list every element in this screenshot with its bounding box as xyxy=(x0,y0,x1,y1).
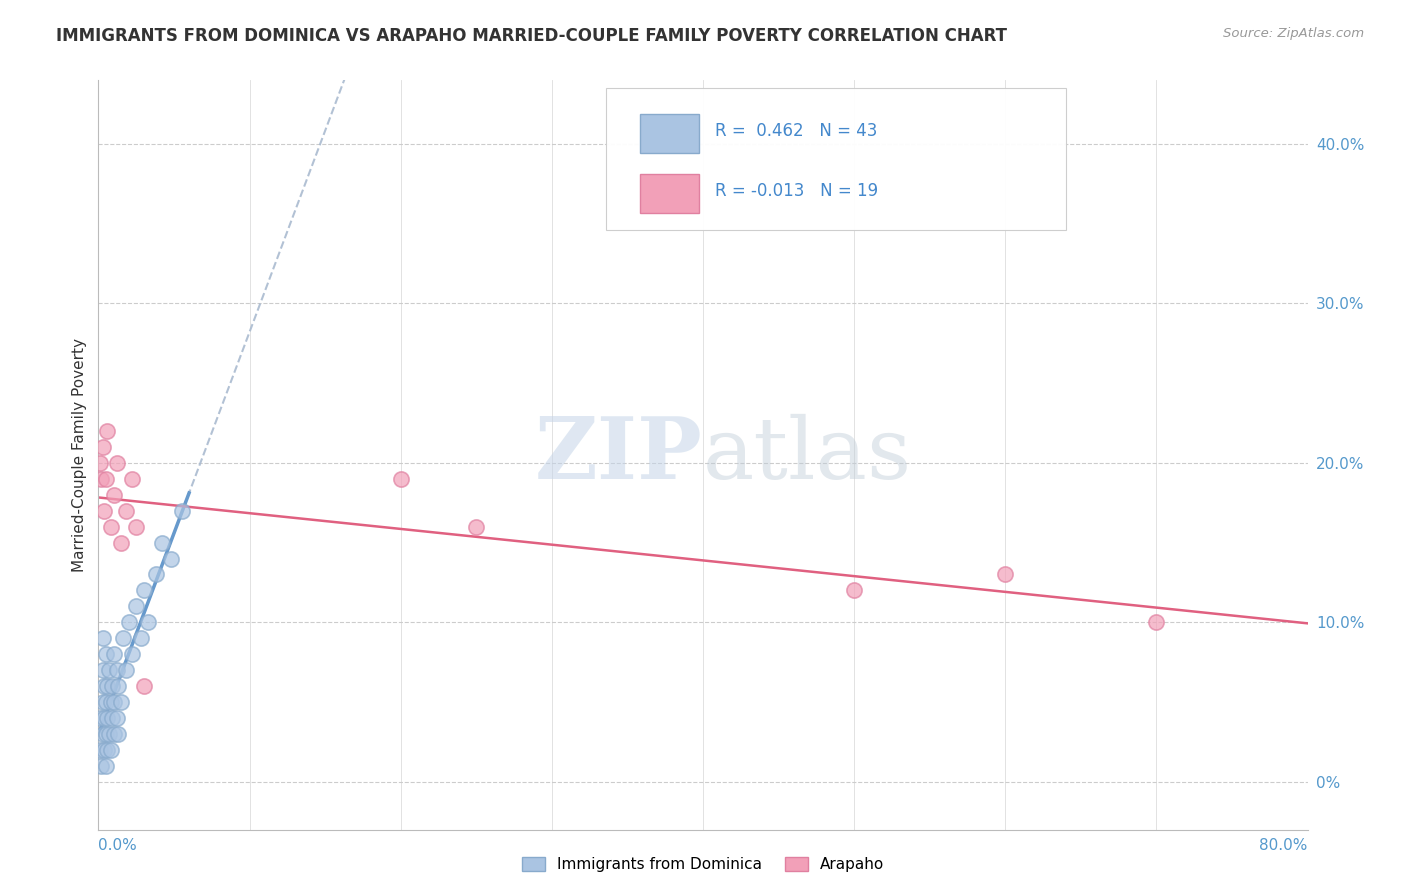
Point xyxy=(121,647,143,661)
Point xyxy=(136,615,159,630)
Point xyxy=(129,632,152,646)
Point xyxy=(465,519,488,533)
Point xyxy=(91,663,114,677)
Text: ZIP: ZIP xyxy=(536,413,703,497)
Point xyxy=(93,504,115,518)
Point xyxy=(125,599,148,614)
FancyBboxPatch shape xyxy=(640,114,699,153)
Point xyxy=(125,519,148,533)
Point xyxy=(94,647,117,661)
Text: IMMIGRANTS FROM DOMINICA VS ARAPAHO MARRIED-COUPLE FAMILY POVERTY CORRELATION CH: IMMIGRANTS FROM DOMINICA VS ARAPAHO MARR… xyxy=(56,27,1007,45)
Text: R =  0.462   N = 43: R = 0.462 N = 43 xyxy=(716,122,877,140)
Legend: Immigrants from Dominica, Arapaho: Immigrants from Dominica, Arapaho xyxy=(515,849,891,880)
Text: 0.0%: 0.0% xyxy=(98,838,138,853)
Text: 80.0%: 80.0% xyxy=(1260,838,1308,853)
Point xyxy=(132,679,155,693)
Point xyxy=(94,727,117,741)
Point xyxy=(105,456,128,470)
Point xyxy=(110,535,132,549)
Point xyxy=(98,727,121,741)
Point xyxy=(114,504,136,518)
Point xyxy=(389,472,412,486)
Point xyxy=(103,488,125,502)
Point xyxy=(1144,615,1167,630)
Point xyxy=(100,519,122,533)
Text: R = -0.013   N = 19: R = -0.013 N = 19 xyxy=(716,182,879,200)
Point xyxy=(160,551,183,566)
Point xyxy=(94,695,117,709)
Point xyxy=(91,440,114,454)
Point xyxy=(89,743,111,757)
Point xyxy=(114,663,136,677)
Point xyxy=(91,632,114,646)
FancyBboxPatch shape xyxy=(606,87,1066,230)
Point xyxy=(93,711,115,725)
Point xyxy=(96,743,118,757)
Point xyxy=(145,567,167,582)
Point xyxy=(132,583,155,598)
Text: atlas: atlas xyxy=(703,413,912,497)
Point xyxy=(96,424,118,438)
Y-axis label: Married-Couple Family Poverty: Married-Couple Family Poverty xyxy=(72,338,87,572)
Text: Source: ZipAtlas.com: Source: ZipAtlas.com xyxy=(1223,27,1364,40)
Point xyxy=(101,679,124,693)
Point xyxy=(170,504,193,518)
Point xyxy=(150,535,173,549)
Point xyxy=(100,743,122,757)
Point xyxy=(107,727,129,741)
Point xyxy=(110,695,132,709)
Point xyxy=(90,472,112,486)
Point xyxy=(994,567,1017,582)
Point xyxy=(103,647,125,661)
Point xyxy=(118,615,141,630)
Point xyxy=(91,727,114,741)
Point xyxy=(100,695,122,709)
Point xyxy=(101,711,124,725)
FancyBboxPatch shape xyxy=(640,174,699,213)
Point xyxy=(89,711,111,725)
Point xyxy=(107,679,129,693)
Point xyxy=(103,727,125,741)
Point xyxy=(96,711,118,725)
Point xyxy=(94,472,117,486)
Point xyxy=(844,583,866,598)
Point xyxy=(93,679,115,693)
Point xyxy=(121,472,143,486)
Point xyxy=(94,759,117,773)
Point xyxy=(90,759,112,773)
Point xyxy=(89,456,111,470)
Point xyxy=(96,679,118,693)
Point xyxy=(93,743,115,757)
Point xyxy=(105,711,128,725)
Point xyxy=(111,632,134,646)
Point xyxy=(91,695,114,709)
Point xyxy=(98,663,121,677)
Point xyxy=(103,695,125,709)
Point xyxy=(105,663,128,677)
